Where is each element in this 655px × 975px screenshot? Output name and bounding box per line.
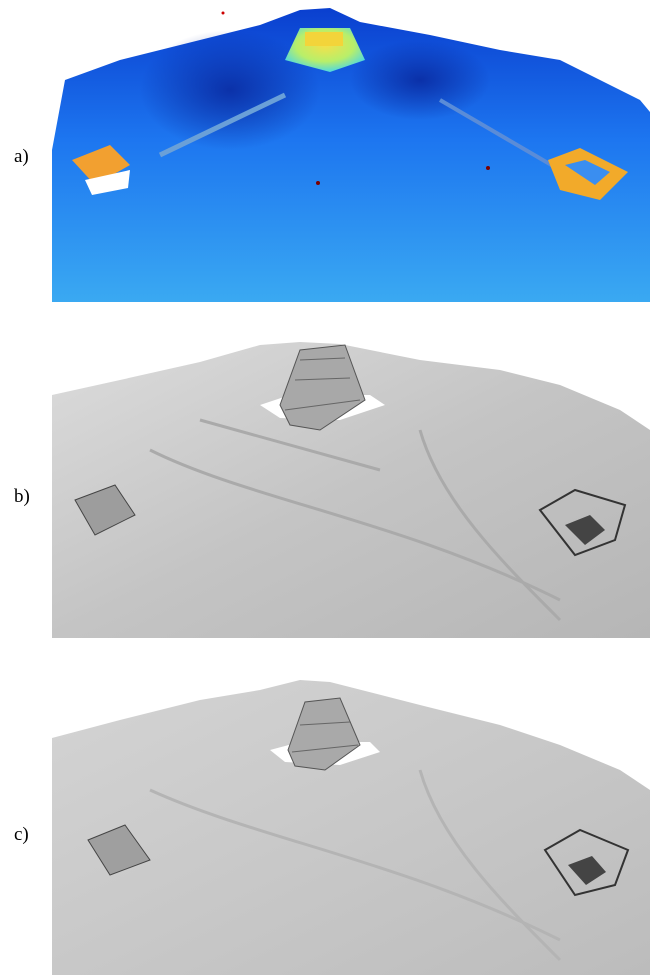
panel-c-image [52, 680, 650, 975]
panel-label: b) [14, 486, 30, 507]
figure: a) b) c) [0, 0, 655, 975]
panel-a-image [52, 8, 650, 302]
panel-label: c) [14, 824, 29, 845]
panel-label: a) [14, 146, 29, 167]
panel-b-image [52, 342, 650, 638]
page: {"panels": [{"label": "a)"}, {"label": "… [0, 0, 655, 975]
